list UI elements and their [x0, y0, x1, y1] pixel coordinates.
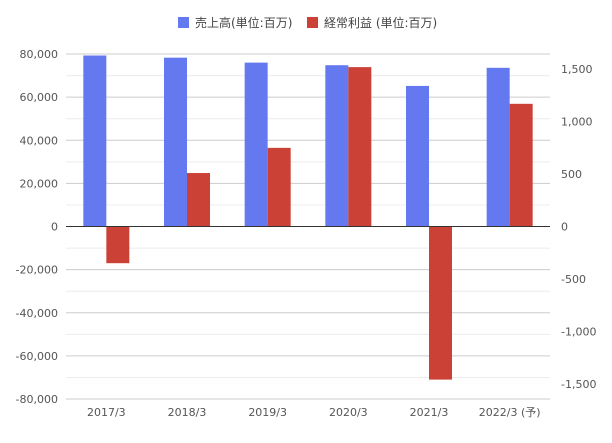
axis-layer: 80,000 60,000 40,000 20,000 0 -20,000 -40,000 -…: [16, 48, 597, 419]
legend-label-sales: 売上高(単位:百万): [195, 15, 292, 30]
left-axis-tick-label: -60,000: [16, 350, 58, 363]
grid-layer: [66, 53, 550, 400]
left-axis-tick-label: 40,000: [20, 134, 59, 147]
right-axis-tick-label: -1,000: [561, 325, 596, 338]
right-axis-tick-label: 0: [561, 221, 568, 234]
bar-profit: [348, 67, 372, 227]
left-axis-tick-label: -80,000: [16, 393, 58, 406]
bar-profit: [429, 226, 452, 380]
bar-sales: [486, 67, 510, 227]
bars-layer: [83, 55, 533, 380]
bar-profit: [106, 226, 130, 264]
right-axis-tick-label: 1,000: [561, 116, 593, 129]
x-axis-tick-label: 2018/3: [168, 406, 207, 419]
bar-profit: [267, 147, 291, 227]
right-axis-tick-label: -1,500: [561, 378, 596, 391]
left-axis-tick-label: -20,000: [16, 264, 58, 277]
legend-swatch-profit: [307, 17, 318, 28]
legend-swatch-sales: [178, 17, 189, 28]
legend: 売上高(単位:百万) 経常利益 (単位:百万): [178, 15, 437, 30]
x-axis-tick-label: 2020/3: [329, 406, 368, 419]
bar-sales: [164, 57, 187, 227]
bar-sales: [325, 65, 349, 227]
right-axis-tick-label: -500: [561, 273, 586, 286]
left-axis-tick-label: 20,000: [20, 177, 59, 190]
legend-label-profit: 経常利益 (単位:百万): [324, 15, 437, 30]
left-axis-tick-label: 80,000: [20, 48, 59, 61]
left-axis-tick-label: 60,000: [20, 91, 59, 104]
x-axis-tick-label: 2019/3: [248, 406, 287, 419]
right-axis-tick-label: 1,500: [561, 63, 593, 76]
left-axis-tick-label: 0: [51, 221, 58, 234]
bar-sales: [83, 55, 107, 227]
bar-profit: [187, 173, 210, 227]
left-axis-tick-label: -40,000: [16, 307, 58, 320]
x-axis-tick-label: 2022/3 (予): [479, 406, 541, 419]
x-axis-tick-label: 2021/3: [410, 406, 449, 419]
bar-sales: [406, 85, 429, 227]
x-axis-tick-label: 2017/3: [87, 406, 126, 419]
bar-profit: [509, 103, 533, 227]
right-axis-tick-label: 500: [561, 168, 582, 181]
bar-sales: [244, 62, 268, 227]
